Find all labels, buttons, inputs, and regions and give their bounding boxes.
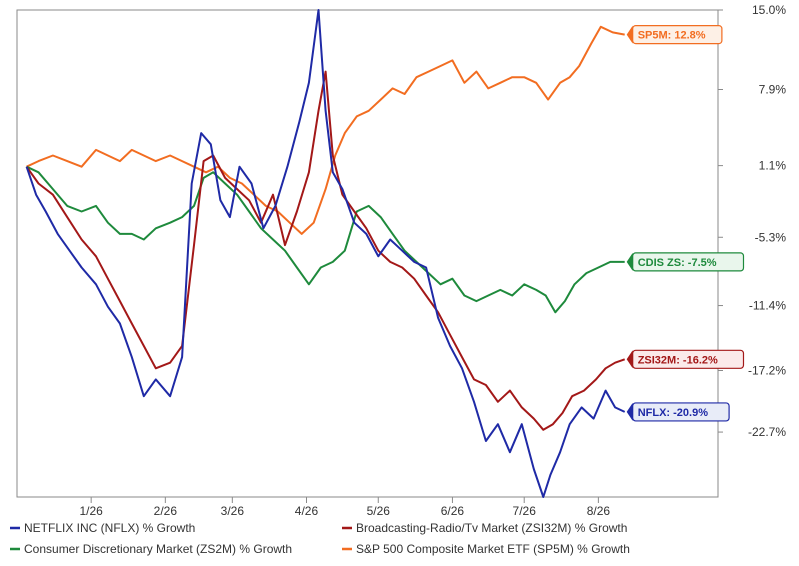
x-tick-label: 5/26 (367, 504, 391, 518)
badge-text: ZSI32M: -16.2% (638, 354, 718, 366)
badge-box (632, 349, 745, 369)
series-line-3 (26, 25, 625, 235)
legend-label: Broadcasting-Radio/Tv Market (ZSI32M) % … (356, 521, 627, 535)
series-lines (25, 9, 626, 498)
legend-item-3: S&P 500 Composite Market ETF (SP5M) % Gr… (342, 542, 630, 556)
x-tick-label: 2/26 (154, 504, 178, 518)
legend-label: Consumer Discretionary Market (ZS2M) % G… (24, 542, 292, 556)
y-tick-label: -11.4% (749, 299, 786, 313)
series-badge-0: NFLX: -20.9% (626, 402, 730, 422)
y-tick-label: 7.9% (759, 82, 787, 96)
series-badge-3: SP5M: 12.8% (626, 25, 723, 45)
series-badge-2: CDIS ZS: -7.5% (626, 252, 745, 272)
series-line-1 (25, 70, 626, 431)
series-line-2 (26, 165, 625, 314)
legend-label: S&P 500 Composite Market ETF (SP5M) % Gr… (356, 542, 630, 556)
plot-area (16, 9, 719, 498)
x-tick-label: 8/26 (587, 504, 611, 518)
badge-box (632, 252, 745, 272)
legend: NETFLIX INC (NFLX) % Growth Broadcasting-… (10, 521, 630, 556)
y-tick-label: 1.1% (759, 159, 787, 173)
x-tick-label: 1/26 (79, 504, 103, 518)
badge-box (632, 25, 723, 45)
y-tick-label: -22.7% (748, 425, 786, 439)
y-axis: 15.0% 7.9% 1.1% -5.3% -11.4% -17.2% -22.7% (718, 3, 786, 439)
badge-text: CDIS ZS: -7.5% (638, 257, 717, 269)
x-tick-label: 4/26 (295, 504, 319, 518)
x-axis: 1/26 2/26 3/26 4/26 5/26 6/26 7/26 8/26 (79, 497, 610, 518)
badge-pointer (626, 350, 633, 369)
badge-pointer (626, 402, 633, 421)
series-line-0 (25, 9, 626, 498)
badge-text: NFLX: -20.9% (638, 407, 709, 419)
badge-text: SP5M: 12.8% (638, 30, 706, 42)
badge-pointer (626, 252, 633, 271)
y-tick-label: -17.2% (748, 363, 786, 377)
y-tick-label: 15.0% (752, 3, 786, 17)
x-tick-label: 6/26 (441, 504, 465, 518)
x-tick-label: 3/26 (221, 504, 245, 518)
legend-item-1: Broadcasting-Radio/Tv Market (ZSI32M) % … (342, 521, 627, 535)
badge-pointer (626, 25, 633, 44)
legend-label: NETFLIX INC (NFLX) % Growth (24, 521, 195, 535)
legend-item-0: NETFLIX INC (NFLX) % Growth (10, 521, 195, 535)
plot-border (16, 9, 719, 498)
legend-item-2: Consumer Discretionary Market (ZS2M) % G… (10, 542, 292, 556)
x-tick-label: 7/26 (513, 504, 537, 518)
series-badges: NFLX: -20.9% ZSI32M: -16.2% CDIS ZS: -7.5%… (626, 25, 745, 422)
series-badge-1: ZSI32M: -16.2% (626, 349, 745, 369)
y-tick-label: -5.3% (755, 230, 787, 244)
badge-box (632, 402, 730, 422)
